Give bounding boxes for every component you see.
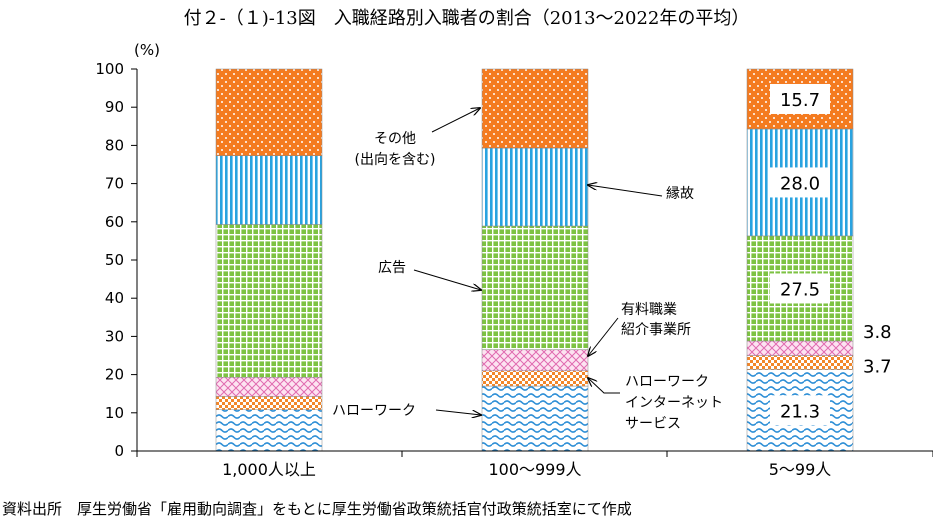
source-note: 資料出所 厚生労働省「雇用動向調査」をもとに厚生労働省政策統括官付政策統括室にて… xyxy=(2,500,632,518)
y-tick-label: 30 xyxy=(105,327,124,345)
annotation-private-line1: 有料職業 xyxy=(621,302,677,318)
bar-segment-internet xyxy=(215,396,323,410)
data-label-box-ad xyxy=(770,273,830,304)
annotation-ad-line1: 広告 xyxy=(378,260,406,276)
annotation-other: その他 (出向を含む) xyxy=(355,108,480,168)
annotation-internet-line3: サービス xyxy=(625,416,681,432)
x-category-label: 100～999人 xyxy=(488,460,581,479)
data-label-private: 3.8 xyxy=(863,322,892,343)
annotation-other-line1: その他 xyxy=(374,131,416,147)
x-category-label: 1,000人以上 xyxy=(222,460,316,479)
data-label-other: 15.7 xyxy=(780,90,820,111)
y-tick-label: 50 xyxy=(105,251,124,269)
bar-segment-other xyxy=(215,68,323,156)
data-label-ad: 27.5 xyxy=(780,279,820,300)
x-axis: 1,000人以上 100～999人 5～99人 xyxy=(136,451,933,479)
y-tick-label: 70 xyxy=(105,175,124,193)
y-axis-unit: (%) xyxy=(134,41,160,59)
bar-segment-ad xyxy=(215,224,323,378)
annotation-internet-line2: インターネット xyxy=(625,395,723,411)
annotation-other-line2: (出向を含む) xyxy=(355,152,436,168)
bar-segment-hellowork xyxy=(215,409,323,452)
bar-segment-other xyxy=(481,68,589,149)
annotation-private: 有料職業 紹介事業所 xyxy=(588,302,691,356)
data-label-hellowork: 21.3 xyxy=(780,401,820,422)
y-tick-label: 90 xyxy=(105,98,124,116)
annotation-ad: 広告 xyxy=(378,260,481,290)
bar-segment-private xyxy=(215,377,323,397)
bar-segment-private xyxy=(481,349,589,372)
annotation-connection: 縁故 xyxy=(588,185,694,202)
bar-segment-internet xyxy=(746,355,854,370)
y-tick-label: 0 xyxy=(114,442,124,460)
bar-segment-private xyxy=(746,340,854,356)
data-label-box-connection xyxy=(770,167,830,198)
annotation-connection-line1: 縁故 xyxy=(666,186,694,202)
bar-segment-connection xyxy=(215,155,323,225)
y-tick-label: 10 xyxy=(105,404,124,422)
bar-segment-connection xyxy=(481,147,589,227)
y-tick-label: 20 xyxy=(105,366,124,384)
annotation-internet: ハローワーク インターネット サービス xyxy=(588,374,723,432)
y-tick-label: 100 xyxy=(95,60,124,78)
annotation-private-line2: 紹介事業所 xyxy=(621,322,691,338)
y-tick-label: 80 xyxy=(105,136,124,154)
y-axis: 0 10 20 30 40 50 60 70 80 90 100 xyxy=(95,60,137,460)
y-tick-label: 40 xyxy=(105,289,124,307)
bar-segment-ad xyxy=(481,225,589,351)
bar-segment-internet xyxy=(481,370,589,387)
annotation-hellowork-line1: ハローワーク xyxy=(332,403,416,419)
data-label-box-other xyxy=(770,83,830,114)
data-label-box-hellowork xyxy=(770,395,830,426)
data-labels: 21.3 3.7 3.8 27.5 28.0 15.7 xyxy=(770,83,892,426)
chart-title: 付２-（１)-13図 入職経路別入職者の割合（2013～2022年の平均） xyxy=(183,8,750,29)
annotation-internet-line1: ハローワーク xyxy=(625,374,709,390)
bar-segment-hellowork xyxy=(481,385,589,452)
annotation-hellowork: ハローワーク xyxy=(332,403,481,419)
y-tick-label: 60 xyxy=(105,213,124,231)
x-category-label: 5～99人 xyxy=(769,460,832,479)
bars xyxy=(215,68,854,452)
data-label-connection: 28.0 xyxy=(780,173,820,194)
data-label-internet: 3.7 xyxy=(863,357,892,378)
